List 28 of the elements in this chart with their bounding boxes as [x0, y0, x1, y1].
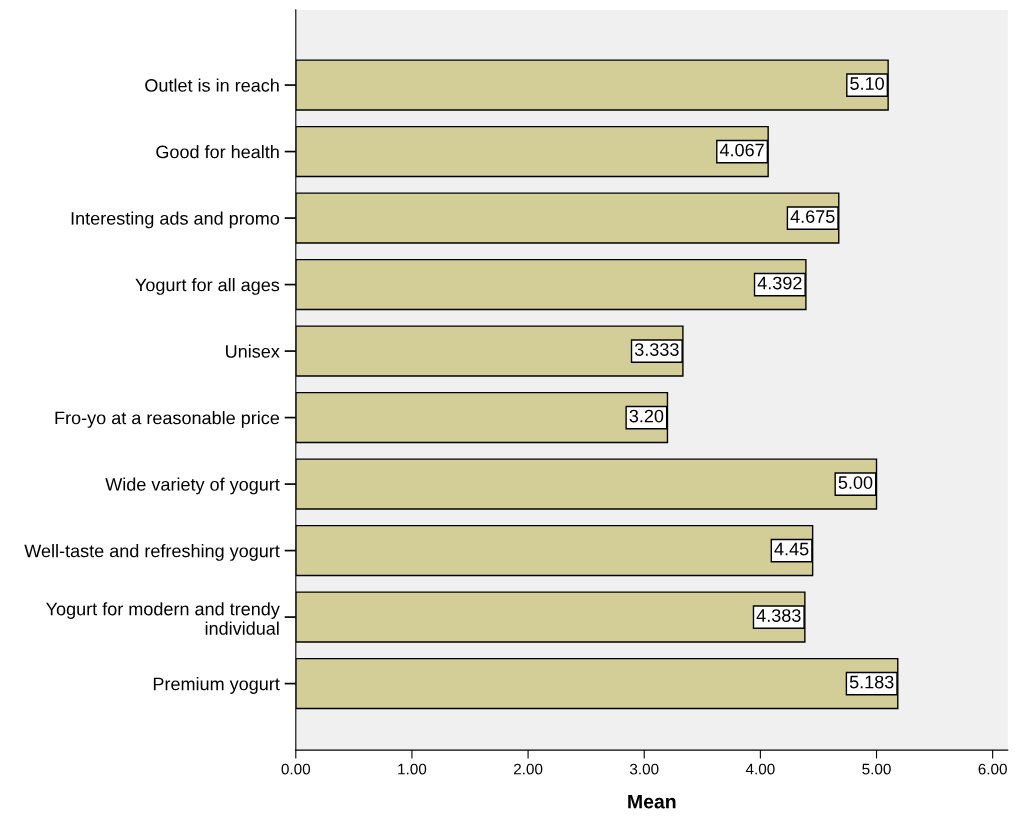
data-label: 5.183 — [849, 675, 894, 689]
y-tick-label: Well-taste and refreshing yogurt — [24, 544, 280, 561]
x-tick-label: 2.00 — [513, 763, 543, 775]
x-tick-label: 4.00 — [745, 763, 775, 775]
y-tick-label: Interesting ads and promo — [71, 211, 280, 229]
x-tick-label: 0.00 — [281, 763, 311, 775]
y-tick-label: Yogurt for all ages — [135, 278, 280, 295]
x-tick-label: 5.00 — [862, 763, 891, 775]
x-axis-title: Mean — [628, 794, 676, 809]
data-label: 5.10 — [850, 77, 884, 90]
data-label: 3.333 — [634, 343, 679, 356]
y-tick-label: Fro-yo at a reasonable price — [55, 411, 280, 428]
y-tick-label: Wide variety of yogurt — [105, 477, 280, 495]
data-label: 4.45 — [774, 542, 809, 556]
x-tick-label: 1.00 — [398, 763, 427, 775]
y-tick-label: Yogurt for modern and trendy individual — [46, 602, 280, 635]
y-tick-label: Unisex — [226, 344, 280, 358]
x-tick-label: 3.00 — [629, 763, 659, 775]
y-tick-label: Outlet is in reach — [145, 78, 279, 92]
data-label: 3.20 — [629, 409, 664, 423]
data-label: 4.383 — [756, 609, 801, 622]
data-label: 4.067 — [719, 143, 764, 157]
data-label: 5.00 — [838, 476, 873, 489]
y-tick-label: Good for health — [156, 145, 279, 159]
data-label: 4.392 — [757, 276, 802, 290]
y-tick-label: Premium yogurt — [153, 677, 280, 694]
data-label: 4.675 — [790, 210, 835, 223]
x-tick-label: 6.00 — [978, 763, 1007, 775]
